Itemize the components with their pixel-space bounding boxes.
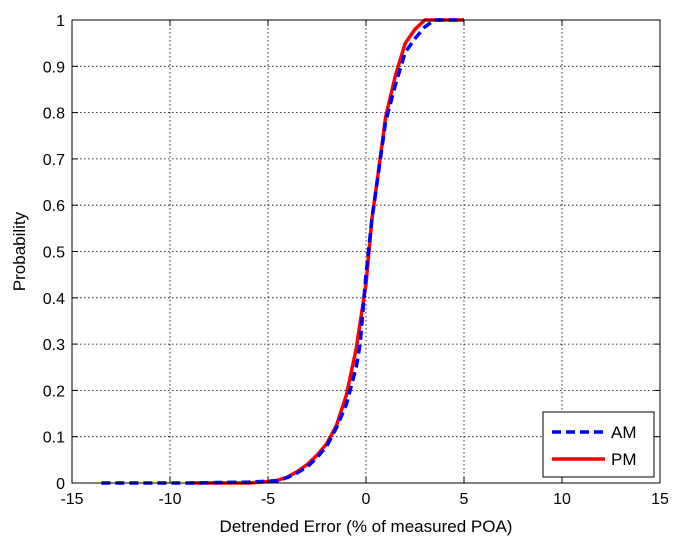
y-tick-label: 1 <box>56 13 65 30</box>
y-axis-label: Probability <box>10 211 29 291</box>
series-line-am <box>101 18 464 485</box>
x-tick-label: -15 <box>60 491 83 508</box>
legend-label-pm: PM <box>611 450 637 469</box>
x-tick-label: 5 <box>460 491 469 508</box>
y-tick-label: 0.6 <box>43 198 65 215</box>
y-tick-label: 0.3 <box>43 337 65 354</box>
legend-label-am: AM <box>611 423 637 442</box>
x-axis-label: Detrended Error (% of measured POA) <box>220 517 513 536</box>
x-tick-label: 0 <box>362 491 371 508</box>
y-tick-label: 0 <box>56 476 65 493</box>
series-lines <box>101 18 464 485</box>
y-tick-label: 0.5 <box>43 245 65 262</box>
y-tick-label: 0.4 <box>43 291 65 308</box>
x-tick-label: -10 <box>158 491 181 508</box>
series-line-pm <box>189 18 464 485</box>
x-tick-label: 15 <box>651 491 669 508</box>
legend-box <box>542 411 655 478</box>
grid-lines <box>72 20 660 483</box>
y-tick-label: 0.8 <box>43 106 65 123</box>
axis-ticks: -15 -10 -5 0 5 10 15 0 0.1 0.2 0.3 0.4 0.5 0.6 0.7 0.8 0… <box>43 13 669 508</box>
legend: AM PM <box>542 411 655 478</box>
x-tick-label: -5 <box>261 491 275 508</box>
y-tick-label: 0.9 <box>43 59 65 76</box>
y-tick-label: 0.1 <box>43 430 65 447</box>
y-tick-label: 0.2 <box>43 383 65 400</box>
x-tick-label: 10 <box>553 491 571 508</box>
y-tick-label: 0.7 <box>43 152 65 169</box>
